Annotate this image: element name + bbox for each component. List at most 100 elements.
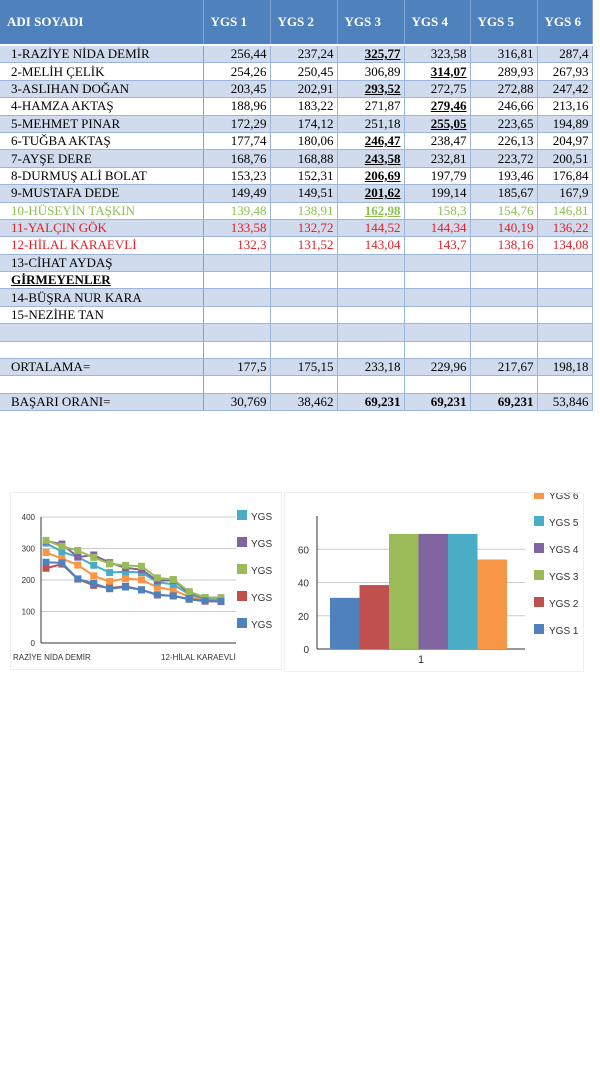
bar-ygs1: [330, 597, 360, 649]
table-row: 9-MUSTAFA DEDE 149,49 149,51 201,62 199,14 18…: [0, 184, 593, 203]
score-ygs6: [537, 288, 593, 307]
legend-label: YGS: [251, 512, 272, 523]
data-point: [137, 586, 145, 594]
score-ygs2: 183,22: [270, 97, 338, 116]
score-ygs2: [270, 323, 338, 342]
score-ygs5: [470, 341, 538, 360]
data-point: [185, 595, 193, 603]
student-name: 6-TUĞBA AKTAŞ: [0, 132, 204, 151]
score-ygs2: 180,06: [270, 132, 338, 151]
score-ygs5: 154,76: [470, 202, 538, 220]
score-ygs6: 194,89: [537, 115, 593, 133]
y-tick-label: 400: [22, 513, 36, 522]
score-ygs1: [203, 341, 271, 360]
score-ygs3: 206,69: [337, 167, 405, 186]
score-ygs1: 139,48: [203, 202, 271, 220]
score-ygs3: 325,77: [337, 45, 405, 64]
legend-label: YGS: [251, 620, 272, 631]
score-ygs1: 177,5: [203, 358, 271, 377]
score-ygs1: 188,96: [203, 97, 271, 116]
score-ygs3: 144,52: [337, 219, 405, 238]
score-ygs6: 213,16: [537, 97, 593, 116]
student-name: 4-HAMZA AKTAŞ: [0, 97, 204, 116]
score-ygs4: [404, 288, 471, 307]
table-row: 10-HÜSEYİN TAŞKIN 139,48 138,91 162,98 158,3…: [0, 202, 593, 220]
table-row: ORTALAMA= 177,5 175,15 233,18 229,96 217,67 19…: [0, 358, 593, 377]
score-ygs6: 198,18: [537, 358, 593, 377]
score-ygs1: [203, 375, 271, 394]
score-ygs3: 201,62: [337, 184, 405, 203]
table-row: 7-AYŞE DERE 168,76 168,88 243,58 232,81 223,7…: [0, 149, 593, 168]
score-ygs1: 133,58: [203, 219, 271, 238]
score-ygs6: 176,84: [537, 167, 593, 186]
score-ygs2: 174,12: [270, 115, 338, 133]
score-ygs3: [337, 271, 405, 290]
table-row: 4-HAMZA AKTAŞ 188,96 183,22 271,87 279,46 246…: [0, 97, 593, 116]
bar-ygs5: [448, 533, 478, 649]
results-table: ADI SOYADI YGS 1 YGS 2 YGS 3 YGS 4 YGS 5…: [0, 0, 593, 412]
score-ygs1: 30,769: [203, 393, 271, 412]
data-point: [185, 588, 193, 596]
y-tick-label: 100: [22, 608, 36, 617]
score-ygs3: 306,89: [337, 62, 405, 81]
score-ygs1: [203, 254, 271, 273]
score-ygs1: 132,3: [203, 236, 271, 255]
table-row: 12-HİLAL KARAEVLİ 132,3 131,52 143,04 143,7 1…: [0, 236, 593, 255]
score-ygs2: 237,24: [270, 45, 338, 64]
score-ygs3: 271,87: [337, 97, 405, 116]
legend-swatch-ygs4: [534, 543, 544, 553]
legend-swatch-ygs6: [534, 493, 544, 499]
data-point: [153, 574, 161, 582]
score-ygs5: 140,19: [470, 219, 538, 238]
score-ygs3: [337, 254, 405, 273]
data-point: [90, 561, 98, 569]
student-name: 3-ASLIHAN DOĞAN: [0, 80, 204, 99]
student-name: 5-MEHMET PINAR: [0, 115, 204, 133]
score-ygs2: 202,91: [270, 80, 338, 99]
score-ygs1: [203, 288, 271, 307]
section-label: GİRMEYENLER: [0, 271, 204, 290]
score-ygs5: [470, 288, 538, 307]
table-row: 3-ASLIHAN DOĞAN 203,45 202,91 293,52 272,75 2…: [0, 80, 593, 99]
bar-ygs2: [359, 585, 389, 649]
line-chart: 0 100 200 300 400 RAZİYE NİDA DEMİR 12-HİLAL K…: [10, 492, 282, 670]
score-ygs6: [537, 375, 593, 394]
data-point: [122, 568, 130, 576]
score-ygs6: [537, 254, 593, 273]
score-ygs4: [404, 271, 471, 290]
score-ygs3: [337, 375, 405, 394]
line-chart-svg: 0 100 200 300 400 RAZİYE NİDA DEMİR 12-HİLAL K…: [13, 493, 272, 662]
student-name: 15-NEZİHE TAN: [0, 306, 204, 325]
data-point: [153, 591, 161, 599]
data-point: [201, 597, 209, 605]
y-tick-label: 40: [298, 579, 310, 590]
score-ygs1: 254,26: [203, 62, 271, 81]
score-ygs1: [203, 323, 271, 342]
score-ygs4: [404, 306, 471, 325]
data-point: [90, 579, 98, 587]
x-tick-label: 12-HİLAL KARAEVLİ: [161, 653, 236, 662]
score-ygs5: [470, 271, 538, 290]
data-point: [122, 583, 130, 591]
y-tick-label: 60: [298, 545, 310, 556]
score-ygs6: 146,81: [537, 202, 593, 220]
table-row: 13-CİHAT AYDAŞ: [0, 254, 593, 273]
legend-label: YGS 2: [549, 599, 579, 610]
data-point: [74, 575, 82, 583]
score-ygs6: [537, 271, 593, 290]
table-row: GİRMEYENLER: [0, 271, 593, 290]
header-ygs2: YGS 2: [270, 0, 338, 46]
data-point: [58, 559, 66, 567]
legend-swatch-ygs3: [237, 564, 247, 574]
score-ygs3: 246,47: [337, 132, 405, 151]
data-point: [42, 558, 50, 566]
student-name: BAŞARI ORANI=: [0, 393, 204, 412]
score-ygs4: 229,96: [404, 358, 471, 377]
header-ygs1: YGS 1: [203, 0, 271, 46]
data-point: [90, 553, 98, 561]
student-name: [0, 323, 204, 342]
table-row: 1-RAZİYE NİDA DEMİR 256,44 237,24 325,77 323…: [0, 45, 593, 64]
student-name: [0, 341, 204, 360]
score-ygs3: 243,58: [337, 149, 405, 168]
score-ygs1: [203, 271, 271, 290]
